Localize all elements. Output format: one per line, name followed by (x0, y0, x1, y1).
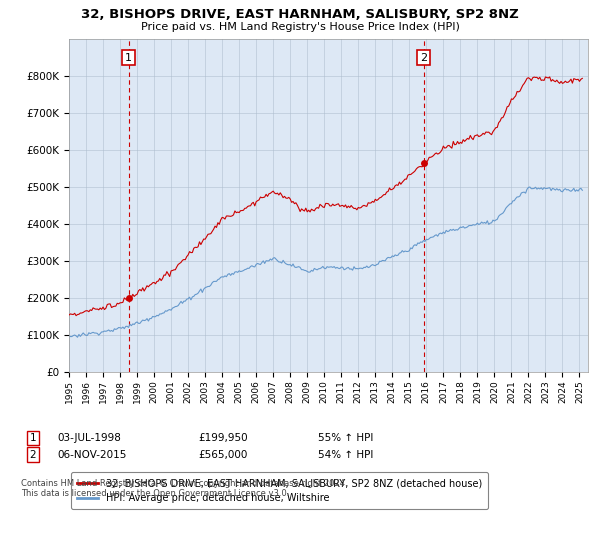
Text: 2: 2 (420, 53, 427, 63)
Text: £565,000: £565,000 (198, 450, 247, 460)
Text: 1: 1 (29, 433, 37, 443)
Text: Price paid vs. HM Land Registry's House Price Index (HPI): Price paid vs. HM Land Registry's House … (140, 22, 460, 32)
Text: £199,950: £199,950 (198, 433, 248, 443)
Legend: 32, BISHOPS DRIVE, EAST HARNHAM, SALISBURY, SP2 8NZ (detached house), HPI: Avera: 32, BISHOPS DRIVE, EAST HARNHAM, SALISBU… (71, 472, 488, 508)
Text: 03-JUL-1998: 03-JUL-1998 (57, 433, 121, 443)
Text: 32, BISHOPS DRIVE, EAST HARNHAM, SALISBURY, SP2 8NZ: 32, BISHOPS DRIVE, EAST HARNHAM, SALISBU… (81, 8, 519, 21)
Text: 55% ↑ HPI: 55% ↑ HPI (318, 433, 373, 443)
Text: 2: 2 (29, 450, 37, 460)
Text: Contains HM Land Registry data © Crown copyright and database right 2024.
This d: Contains HM Land Registry data © Crown c… (21, 479, 347, 498)
Text: 06-NOV-2015: 06-NOV-2015 (57, 450, 127, 460)
Text: 54% ↑ HPI: 54% ↑ HPI (318, 450, 373, 460)
Text: 1: 1 (125, 53, 132, 63)
